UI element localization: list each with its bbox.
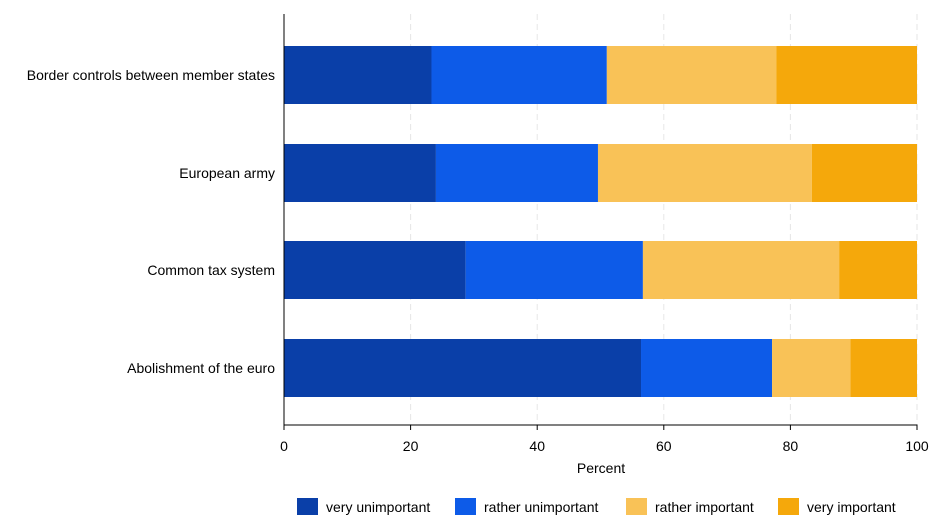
legend-swatch <box>455 498 476 515</box>
category-label: European army <box>179 165 275 181</box>
category-label: Abolishment of the euro <box>127 360 275 376</box>
bar-segment-very-important <box>850 339 917 397</box>
bar-segment-very-unimportant <box>284 241 466 299</box>
bars <box>284 46 917 397</box>
x-axis-title: Percent <box>577 460 625 476</box>
bar-segment-very-unimportant <box>284 144 436 202</box>
legend-swatch <box>626 498 647 515</box>
bar-segment-very-unimportant <box>284 339 642 397</box>
bar-segment-rather-unimportant <box>465 241 643 299</box>
category-label: Border controls between member states <box>27 67 275 83</box>
legend-label: rather unimportant <box>484 499 599 515</box>
bar-segment-rather-important <box>597 144 812 202</box>
bar-segment-very-unimportant <box>284 46 432 104</box>
bar-segment-rather-important <box>606 46 777 104</box>
x-tick-label: 60 <box>656 438 672 454</box>
x-tick-label: 80 <box>783 438 799 454</box>
bar-segment-very-important <box>811 144 917 202</box>
legend-label: very unimportant <box>326 499 430 515</box>
bar-segment-very-important <box>776 46 917 104</box>
x-tick-label: 20 <box>403 438 419 454</box>
legend-label: very important <box>807 499 896 515</box>
legend: very unimportant rather unimportant rather… <box>297 498 896 515</box>
x-ticks: 0 20 40 60 80 100 <box>280 425 929 454</box>
bar-segment-rather-unimportant <box>431 46 607 104</box>
bar-segment-rather-unimportant <box>435 144 598 202</box>
category-labels: Border controls between member states Eur… <box>27 67 275 376</box>
category-label: Common tax system <box>147 262 275 278</box>
legend-swatch <box>778 498 799 515</box>
x-tick-label: 100 <box>905 438 929 454</box>
legend-label: rather important <box>655 499 754 515</box>
legend-swatch <box>297 498 318 515</box>
axes <box>283 14 918 426</box>
bar-segment-very-important <box>839 241 917 299</box>
x-tick-label: 0 <box>280 438 288 454</box>
bar-segment-rather-important <box>772 339 851 397</box>
x-tick-label: 40 <box>529 438 545 454</box>
bar-segment-rather-important <box>642 241 840 299</box>
bar-segment-rather-unimportant <box>641 339 773 397</box>
